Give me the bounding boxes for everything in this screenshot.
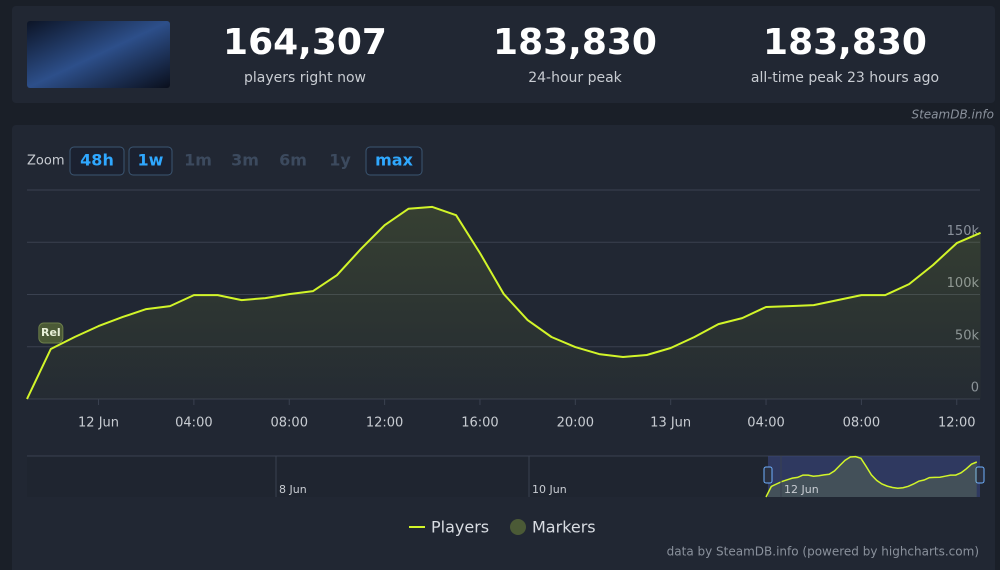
- stat-value: 164,307: [223, 22, 387, 63]
- legend-entry[interactable]: Markers: [532, 518, 596, 537]
- source: SteamDB.info: [911, 108, 994, 122]
- marker[interactable]: [38, 322, 64, 344]
- stat-label: all-time peak 23 hours ago: [751, 70, 939, 86]
- stat-value: 183,830: [493, 22, 657, 63]
- x-tick-label: 12 Jun: [78, 416, 119, 431]
- zoom-label: Zoom: [27, 154, 64, 169]
- zoom-button[interactable]: [69, 146, 125, 176]
- navigator-label: 12 Jun: [784, 483, 819, 496]
- legend-swatch: [510, 519, 526, 535]
- x-tick-label: 12:00: [366, 416, 403, 431]
- zoom-option: 6m: [279, 151, 307, 170]
- navigator-label: 10 Jun: [532, 483, 567, 496]
- navigator-handle[interactable]: [763, 466, 773, 484]
- zoom-option[interactable]: 1w: [138, 151, 164, 170]
- navigator-label: 8 Jun: [279, 483, 307, 496]
- navigator-handle[interactable]: [975, 466, 985, 484]
- zoom-option[interactable]: max: [375, 151, 413, 170]
- zoom-button[interactable]: [365, 146, 423, 176]
- zoom-option: 3m: [231, 151, 259, 170]
- x-tick-label: 04:00: [747, 416, 784, 431]
- zoom-option: 1y: [329, 151, 351, 170]
- stat-value: 183,830: [763, 22, 927, 63]
- x-tick-label: 20:00: [557, 416, 594, 431]
- x-tick-label: 08:00: [271, 416, 308, 431]
- navigator-line: [765, 455, 978, 498]
- zoom-option[interactable]: 48h: [80, 151, 114, 170]
- x-tick-label: 16:00: [461, 416, 498, 431]
- y-tick-label: 150k: [947, 224, 980, 239]
- zoom-option: 1m: [184, 151, 212, 170]
- header-card: [12, 6, 995, 103]
- x-tick-label: 13 Jun: [650, 416, 691, 431]
- game-logo: [27, 21, 170, 88]
- navigator-area: [766, 456, 977, 497]
- line: [26, 205, 981, 400]
- x-tick-label: 12:00: [938, 416, 975, 431]
- stat-label: 24-hour peak: [528, 70, 622, 86]
- legend-entry[interactable]: Players: [431, 518, 489, 537]
- area: [27, 206, 981, 399]
- zoom-button[interactable]: [128, 146, 173, 176]
- x-tick-label: 04:00: [175, 416, 212, 431]
- x-tick-label: 08:00: [843, 416, 880, 431]
- credits: data by SteamDB.info (powered by highcha…: [667, 545, 979, 559]
- stat-label: players right now: [244, 70, 366, 86]
- marker-label: Rel: [41, 326, 61, 339]
